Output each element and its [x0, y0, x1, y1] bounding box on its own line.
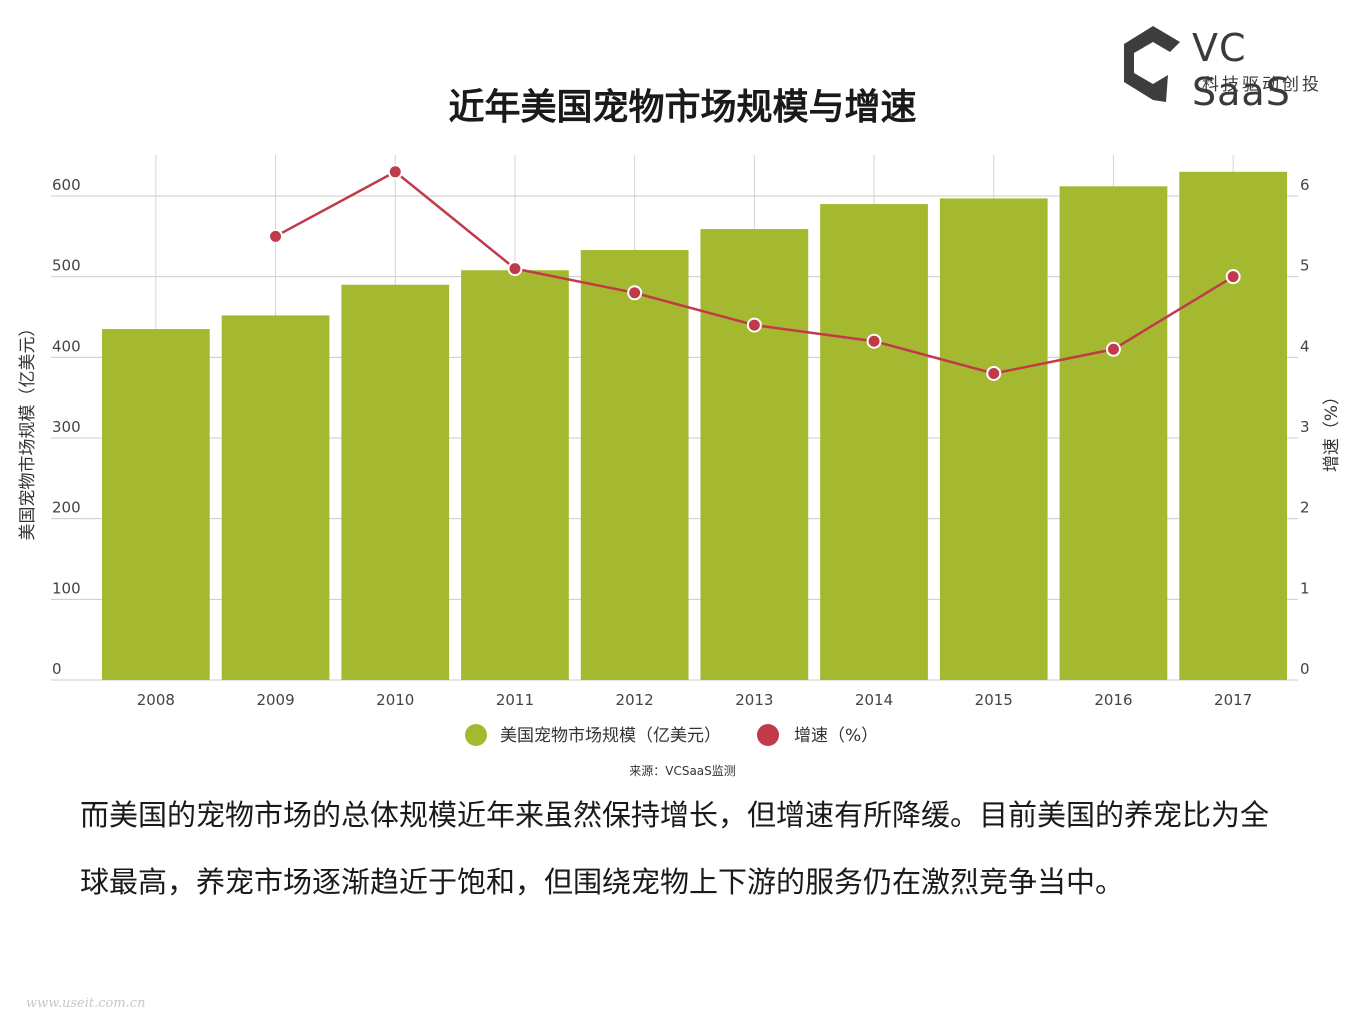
x-tick-label: 2017: [1214, 691, 1252, 709]
bar-2013: [700, 229, 809, 680]
logo-mark-icon: [1124, 26, 1180, 102]
growth-point-2016: [1105, 341, 1121, 357]
bar-2012: [580, 250, 689, 680]
bar-2016: [1059, 186, 1168, 680]
x-tick-label: 2012: [616, 691, 654, 709]
brand-name: VC SaaS: [1192, 26, 1291, 114]
body-paragraph: 而美国的宠物市场的总体规模近年来虽然保持增长，但增速有所降缓。目前美国的养宠比为…: [80, 798, 1270, 899]
bar-2010: [341, 284, 450, 680]
right-tick-label: 0: [1300, 660, 1310, 678]
growth-point-2012: [627, 285, 643, 301]
growth-point-2017: [1225, 269, 1241, 285]
right-tick-label: 1: [1300, 579, 1310, 597]
x-tick-label: 2014: [855, 691, 893, 709]
left-tick-label: 400: [52, 337, 81, 355]
legend-label-market-size: 美国宠物市场规模（亿美元）: [500, 726, 721, 746]
x-tick-label: 2009: [256, 691, 294, 709]
left-tick-label: 0: [52, 660, 62, 678]
right-tick-label: 5: [1300, 257, 1310, 275]
legend-swatch-growth: [757, 724, 779, 746]
left-tick-label: 100: [52, 579, 81, 597]
growth-point-2010: [387, 164, 403, 180]
left-tick-label: 600: [52, 176, 81, 194]
right-tick-label: 4: [1300, 337, 1310, 355]
x-tick-label: 2010: [376, 691, 414, 709]
bar-layer: [101, 171, 1288, 681]
growth-point-2014: [866, 333, 882, 349]
right-axis-title: 增速（%）: [1322, 388, 1342, 472]
right-tick-label: 3: [1300, 418, 1310, 436]
bar-2009: [221, 315, 330, 680]
legend-label-growth: 增速（%）: [794, 726, 878, 746]
right-tick-label: 6: [1300, 176, 1310, 194]
bar-2015: [939, 198, 1048, 681]
x-tick-label: 2013: [735, 691, 773, 709]
x-tick-label: 2011: [496, 691, 534, 709]
x-tick-label: 2015: [975, 691, 1013, 709]
brand-slogan: 科技驱动创投: [1202, 75, 1322, 95]
watermark: www.useit.com.cn: [26, 996, 146, 1011]
chart-title: 近年美国宠物市场规模与增速: [448, 87, 917, 128]
x-tick-label: 2016: [1094, 691, 1132, 709]
line-layer: [268, 164, 1241, 381]
bar-2011: [461, 270, 569, 680]
left-tick-label: 300: [52, 418, 81, 436]
source-note: 来源：VCSaaS监测: [629, 764, 736, 778]
left-axis-title: 美国宠物市场规模（亿美元）: [18, 320, 38, 541]
bar-2017: [1179, 171, 1288, 681]
growth-point-2013: [746, 317, 762, 333]
x-tick-label: 2008: [137, 691, 175, 709]
legend: 美国宠物市场规模（亿美元） 增速（%）: [465, 724, 878, 746]
left-tick-label: 200: [52, 499, 81, 517]
growth-point-2015: [986, 365, 1002, 381]
legend-swatch-market-size: [465, 724, 487, 746]
left-tick-label: 500: [52, 257, 81, 275]
right-tick-label: 2: [1300, 499, 1310, 517]
growth-point-2009: [268, 228, 284, 244]
bar-2008: [101, 329, 210, 680]
growth-point-2011: [507, 261, 523, 277]
axis-layer: 0 100 200 300 400 500 600 0 1 2 3 4 5 6 2008 2009 2010 20…: [18, 176, 1342, 709]
bar-2014: [820, 204, 928, 681]
chart: 0 100 200 300 400 500 600 0 1 2 3 4 5 6 2008 2009 2010 20…: [18, 155, 1342, 746]
brand-logo: VC SaaS 科技驱动创投: [1118, 22, 1338, 114]
